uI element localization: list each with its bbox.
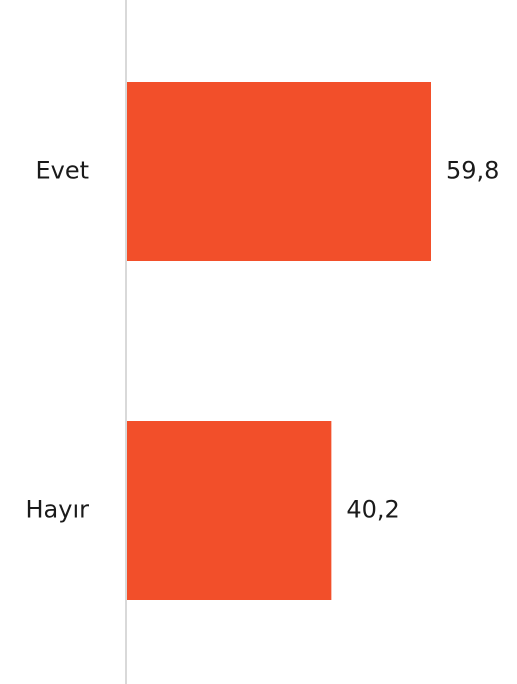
bar xyxy=(127,82,431,261)
bar xyxy=(127,421,332,600)
value-label: 59,8 xyxy=(446,157,499,185)
category-label: Evet xyxy=(35,157,89,185)
category-label: Hayır xyxy=(26,496,90,524)
value-label: 40,2 xyxy=(346,496,399,524)
